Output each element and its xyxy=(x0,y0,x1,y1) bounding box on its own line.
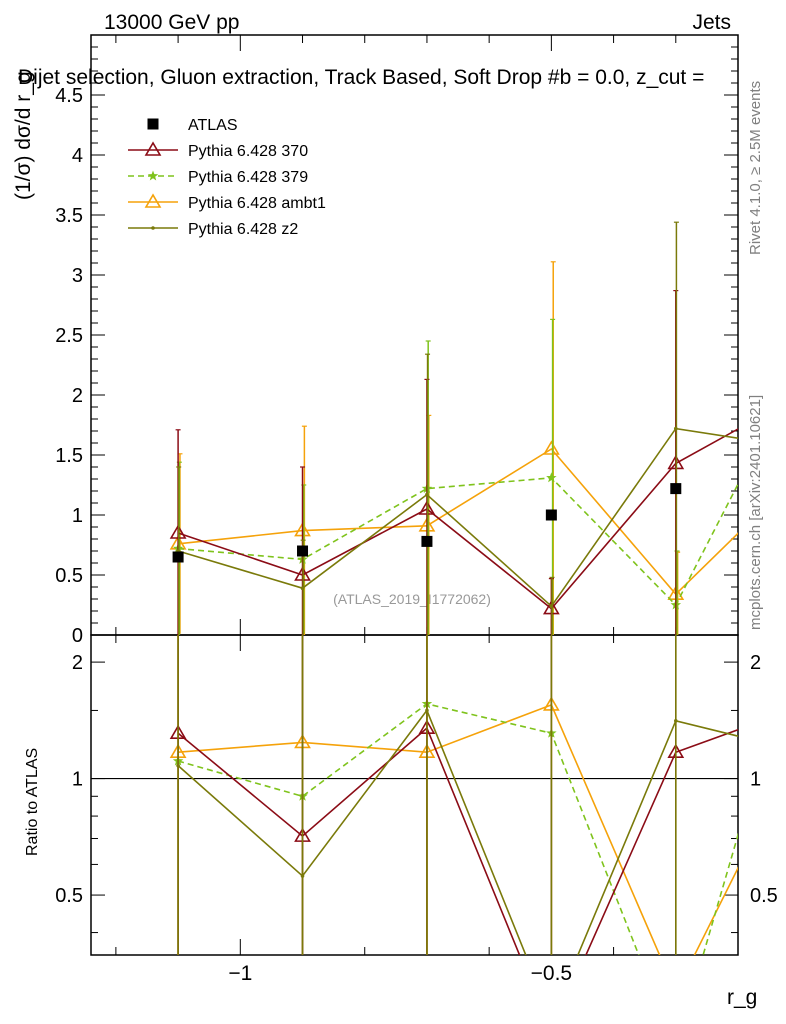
point-atlas xyxy=(172,551,184,563)
point-atlas xyxy=(297,545,309,557)
ratio-y-axis: 0.5 0.5 1 1 2 2 xyxy=(55,652,778,934)
ratio-series-s379 xyxy=(172,635,774,955)
ratio-series-z2 xyxy=(176,635,771,1021)
legend-entry-s379: Pythia 6.428 379 xyxy=(128,169,308,186)
x-axis-label: r_g xyxy=(727,986,757,1009)
ratio-point-z2 xyxy=(176,763,180,768)
mcplots-credit-label: mcplots.cern.ch [arXiv:2401.10621] xyxy=(747,395,764,630)
legend-marker-ambt1 xyxy=(144,193,162,208)
main-series-group xyxy=(169,221,776,635)
point-s379 xyxy=(546,472,557,483)
ratio-y-tick-label: 0.5 xyxy=(55,885,83,907)
ratio-point-z2 xyxy=(300,874,305,878)
ratio-point-z2 xyxy=(673,719,678,723)
main-y-tick-label: 1 xyxy=(72,505,83,527)
main-y-tick-label: 4.5 xyxy=(55,85,83,107)
point-atlas xyxy=(670,483,682,495)
line-z2 xyxy=(177,427,738,608)
legend-label-atlas: ATLAS xyxy=(188,117,238,134)
main-y-tick-label: 0 xyxy=(72,625,83,647)
ratio-point-z2 xyxy=(550,1017,554,1021)
analysis-id-watermark: (ATLAS_2019_I1772062) xyxy=(333,591,491,607)
ratio-series-s370 xyxy=(169,635,776,955)
collision-energy-label: 13000 GeV pp xyxy=(104,11,239,34)
ratio-point-ambt1 xyxy=(762,799,776,811)
legend-marker-s379 xyxy=(147,170,159,181)
legend-marker-atlas xyxy=(147,118,159,130)
point-s379 xyxy=(764,418,774,428)
ratio-line-s370 xyxy=(177,726,738,955)
ratio-point-s370 xyxy=(762,711,776,723)
ratio-y-tick-label-right: 0.5 xyxy=(750,885,778,907)
ratio-line-z2 xyxy=(177,708,738,955)
point-atlas xyxy=(764,474,775,485)
point-z2 xyxy=(767,441,771,445)
ratio-series-ambt1 xyxy=(169,635,776,997)
point-s370 xyxy=(762,405,776,417)
main-y-tick-label: 3 xyxy=(72,265,83,287)
point-atlas xyxy=(545,509,557,521)
legend-entry-s370: Pythia 6.428 370 xyxy=(128,141,308,160)
legend-entry-atlas: ATLAS xyxy=(147,117,238,134)
main-y-axis: 0 0.5 1 1.5 2 2.5 3 3.5 4 4.5 xyxy=(55,46,738,647)
legend-label-ambt1: Pythia 6.428 ambt1 xyxy=(188,195,326,212)
point-z2 xyxy=(673,426,678,431)
x-tick-label: −1 xyxy=(228,962,252,985)
main-y-tick-label: 2.5 xyxy=(55,325,83,347)
ratio-point-s379 xyxy=(764,723,774,733)
ratio-point-z2 xyxy=(425,708,429,713)
main-y-tick-label: 1.5 xyxy=(55,445,83,467)
point-ambt1 xyxy=(762,496,776,508)
legend-label-z2: Pythia 6.428 z2 xyxy=(188,221,298,238)
legend-marker-z2 xyxy=(151,226,155,230)
series-z2 xyxy=(176,221,771,635)
series-s370 xyxy=(169,290,776,635)
main-y-tick-label: 0.5 xyxy=(55,565,83,587)
ratio-y-axis-label: Ratio to ATLAS xyxy=(24,748,41,856)
line-s379 xyxy=(178,476,738,607)
ratio-point-ambt1 xyxy=(669,985,683,997)
legend-marker-s370 xyxy=(144,141,162,156)
point-ambt1 xyxy=(542,440,560,455)
series-s379 xyxy=(172,318,774,635)
process-label: Jets xyxy=(692,11,731,34)
series-atlas xyxy=(172,474,775,563)
plot-title: Dijet selection, Gluon extraction, Track… xyxy=(18,66,704,89)
ratio-y-tick-label: 2 xyxy=(72,652,83,674)
legend: ATLAS Pythia 6.428 370 Pythia 6.428 379 Pyt… xyxy=(128,117,326,238)
line-ambt1 xyxy=(178,447,738,596)
rivet-version-label: Rivet 4.1.0, ≥ 2.5M events xyxy=(747,81,764,255)
legend-label-s370: Pythia 6.428 370 xyxy=(188,143,308,160)
ratio-series-group xyxy=(169,635,776,1021)
point-z2 xyxy=(300,586,305,590)
point-z2 xyxy=(425,492,429,497)
point-atlas xyxy=(421,535,433,547)
main-y-axis-label: (1/σ) dσ/d r_g xyxy=(12,71,35,200)
legend-entry-z2: Pythia 6.428 z2 xyxy=(128,221,298,238)
ratio-y-tick-label-right: 2 xyxy=(750,652,761,674)
ratio-y-tick-label: 1 xyxy=(72,769,83,791)
legend-label-s379: Pythia 6.428 379 xyxy=(188,169,308,186)
line-s370 xyxy=(177,428,738,610)
point-z2 xyxy=(549,604,554,608)
main-y-tick-label: 4 xyxy=(72,145,83,167)
series-ambt1 xyxy=(169,261,776,635)
ratio-plot-frame xyxy=(90,634,739,956)
x-tick-label: −0.5 xyxy=(531,962,572,985)
ratio-line-ambt1 xyxy=(178,703,738,955)
main-y-tick-label: 2 xyxy=(72,385,83,407)
ratio-y-tick-label-right: 1 xyxy=(750,769,761,791)
legend-entry-ambt1: Pythia 6.428 ambt1 xyxy=(128,193,326,212)
ratio-point-z2 xyxy=(767,742,771,746)
main-y-tick-label: 3.5 xyxy=(55,205,83,227)
